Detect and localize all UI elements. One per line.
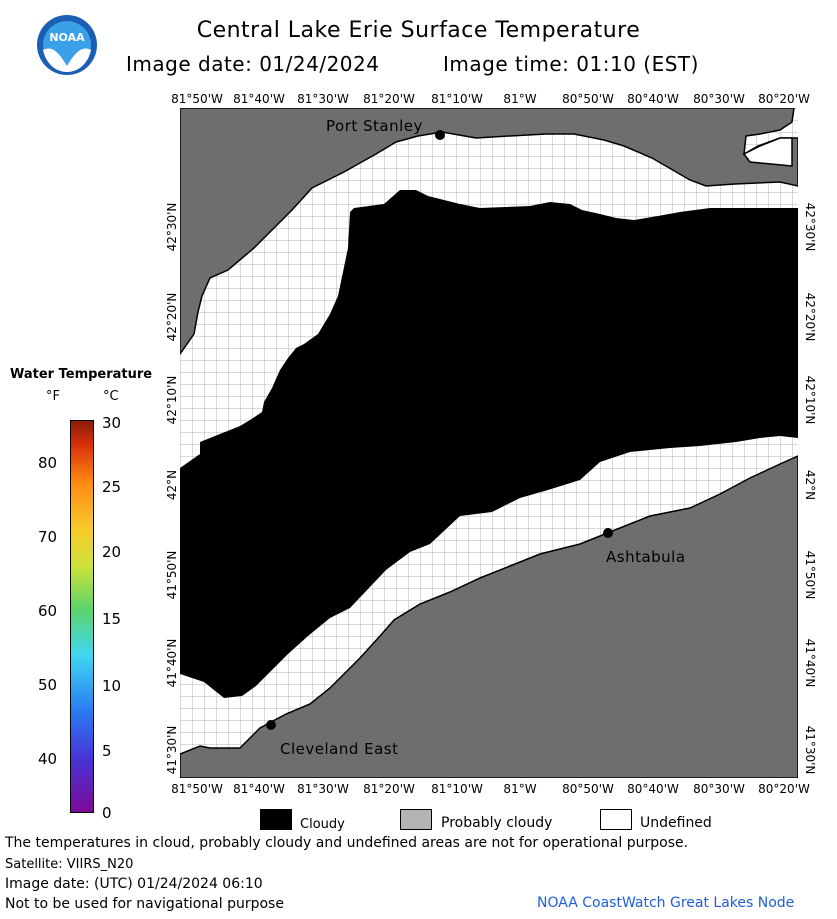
lon-tick-bottom-4: 81°20'W: [363, 782, 415, 796]
lat-tick-right-3: 42°10'N: [803, 375, 817, 425]
lon-tick-bottom-2: 81°40'W: [233, 782, 285, 796]
lat-tick-right-7: 41°30'N: [803, 725, 817, 775]
lon-tick-bottom-1: 81°50'W: [171, 782, 223, 796]
lon-tick-bottom-8: 80°40'W: [627, 782, 679, 796]
nav-warning-text: Not to be used for navigational purpose: [5, 896, 284, 912]
map-title: Central Lake Erie Surface Temperature: [196, 18, 641, 43]
legend-swatch-cloudy: [260, 809, 292, 830]
lon-tick-top-7: 80°50'W: [562, 92, 614, 106]
city-label-ashtabula: Ashtabula: [606, 548, 686, 566]
logo-text: NOAA: [49, 31, 85, 44]
lon-tick-top-6: 81°W: [503, 92, 537, 106]
disclaimer-text: The temperatures in cloud, probably clou…: [5, 835, 689, 851]
lat-tick-left-4: 42°N: [165, 469, 179, 501]
cleveland-east-marker: [266, 720, 276, 730]
c-tick-25: 25: [102, 478, 122, 496]
lon-tick-bottom-3: 81°30'W: [297, 782, 349, 796]
c-tick-20: 20: [102, 543, 122, 561]
legend-swatch-undefined: [600, 809, 632, 830]
south-land: [180, 455, 798, 778]
lon-tick-top-1: 81°50'W: [171, 92, 223, 106]
c-tick-10: 10: [102, 677, 122, 695]
ne-pocket: [742, 137, 793, 167]
lon-tick-top-5: 81°10'W: [431, 92, 483, 106]
unit-celsius: °C: [103, 389, 119, 404]
legend-label-probably-cloudy: Probably cloudy: [441, 815, 553, 831]
lat-tick-left-5: 41°50'N: [165, 550, 179, 600]
f-tick-80: 80: [38, 454, 58, 472]
lat-tick-left-6: 41°40'N: [165, 638, 179, 688]
lon-tick-bottom-7: 80°50'W: [562, 782, 614, 796]
lat-tick-right-5: 41°50'N: [803, 550, 817, 600]
colorbar-title: Water Temperature: [10, 367, 153, 382]
lon-tick-top-9: 80°30'W: [693, 92, 745, 106]
temperature-colorbar: [70, 420, 94, 813]
lon-tick-top-2: 81°40'W: [233, 92, 285, 106]
c-tick-0: 0: [102, 804, 112, 822]
unit-fahrenheit: °F: [46, 389, 60, 404]
lat-tick-left-7: 41°30'N: [165, 725, 179, 775]
lat-tick-right-1: 42°30'N: [803, 202, 817, 252]
lon-tick-top-3: 81°30'W: [297, 92, 349, 106]
f-tick-40: 40: [38, 750, 58, 768]
legend-label-undefined: Undefined: [640, 815, 712, 831]
f-tick-70: 70: [38, 528, 58, 546]
lon-tick-top-8: 80°40'W: [627, 92, 679, 106]
lat-tick-right-4: 42°N: [803, 469, 817, 501]
lat-tick-left-1: 42°30'N: [165, 202, 179, 252]
f-tick-60: 60: [38, 602, 58, 620]
c-tick-30: 30: [102, 414, 122, 432]
image-date: Image date: 01/24/2024: [126, 52, 380, 76]
image-time: Image time: 01:10 (EST): [443, 52, 699, 76]
lake-erie-map: [180, 108, 798, 778]
cloud-mass: [180, 190, 798, 698]
city-label-cleveland-east: Cleveland East: [280, 740, 399, 758]
lon-tick-top-10: 80°20'W: [758, 92, 810, 106]
noaa-logo: NOAA: [37, 15, 97, 75]
satellite-text: Satellite: VIIRS_N20: [5, 857, 134, 872]
f-tick-50: 50: [38, 676, 58, 694]
city-label-port-stanley: Port Stanley: [326, 117, 423, 135]
credit-text: NOAA CoastWatch Great Lakes Node: [537, 895, 795, 911]
legend-label-cloudy: Cloudy: [300, 817, 345, 832]
utc-date-text: Image date: (UTC) 01/24/2024 06:10: [5, 876, 263, 892]
legend-swatch-probably-cloudy: [400, 809, 432, 830]
ashtabula-marker: [603, 528, 613, 538]
lon-tick-bottom-9: 80°30'W: [693, 782, 745, 796]
lat-tick-right-2: 42°20'N: [803, 292, 817, 342]
lat-tick-left-2: 42°20'N: [165, 292, 179, 342]
lat-tick-right-6: 41°40'N: [803, 638, 817, 688]
c-tick-5: 5: [102, 742, 112, 760]
c-tick-15: 15: [102, 610, 122, 628]
lon-tick-top-4: 81°20'W: [363, 92, 415, 106]
lon-tick-bottom-6: 81°W: [503, 782, 537, 796]
lon-tick-bottom-5: 81°10'W: [431, 782, 483, 796]
lon-tick-bottom-10: 80°20'W: [758, 782, 810, 796]
port-stanley-marker: [435, 130, 445, 140]
lat-tick-left-3: 42°10'N: [165, 375, 179, 425]
